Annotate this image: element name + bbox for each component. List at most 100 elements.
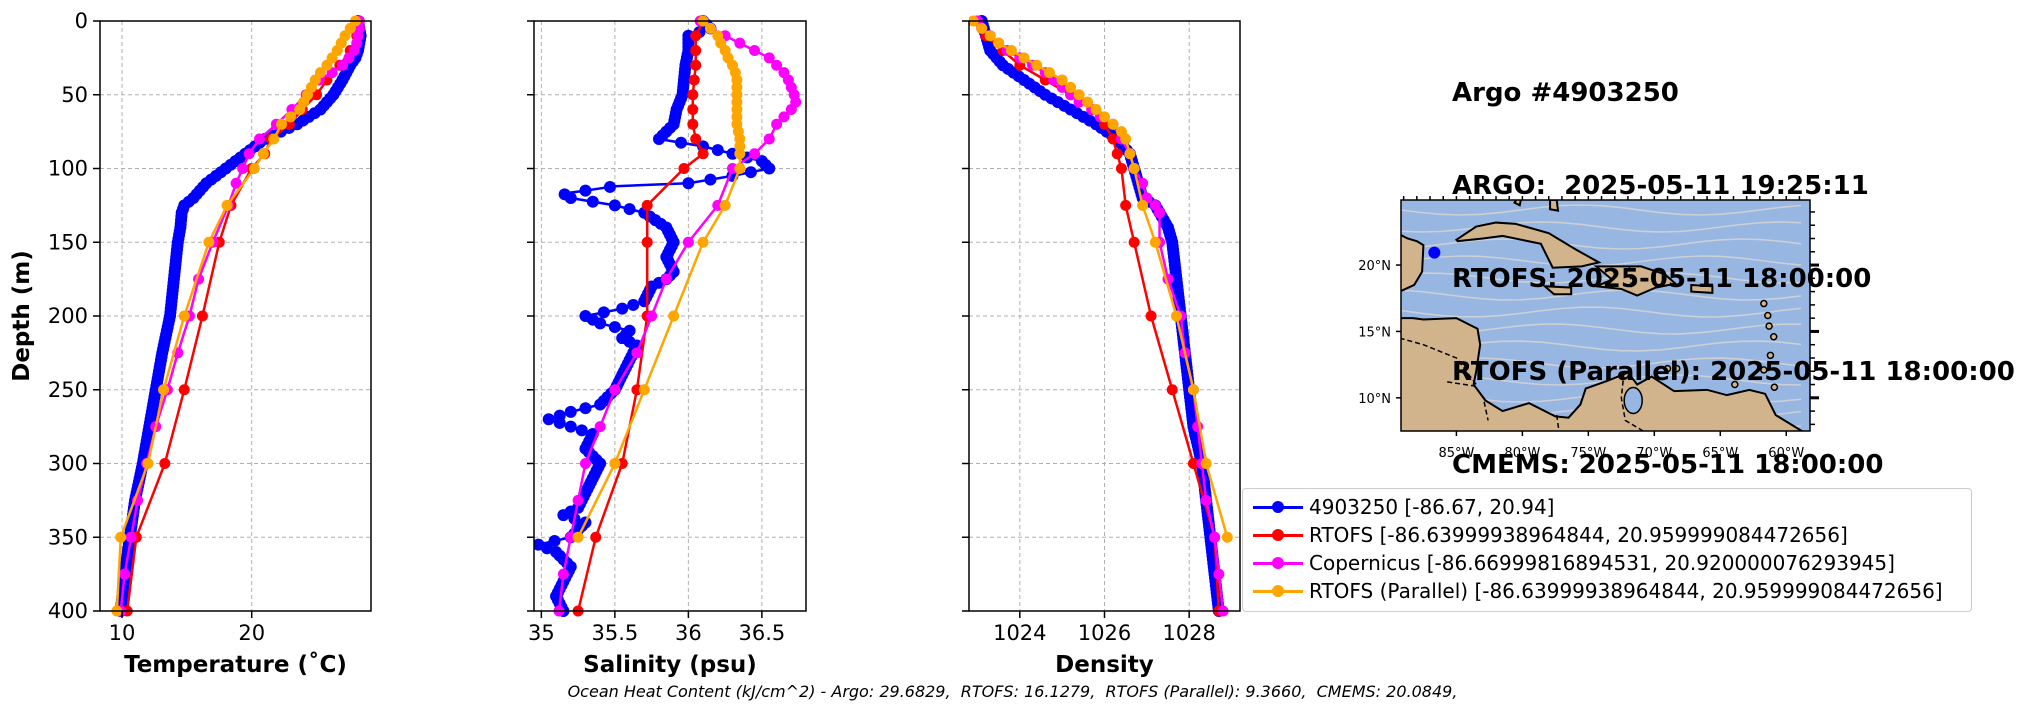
lon-label: 80°W xyxy=(1504,446,1540,461)
data-point-rtofs-parallel xyxy=(1107,118,1119,130)
data-point-rtofs-parallel xyxy=(572,531,584,543)
legend-label-copernicus: Copernicus [-86.66999816894531, 20.92000… xyxy=(1309,551,1895,575)
data-point-copernicus xyxy=(579,458,591,469)
country-border xyxy=(1483,401,1489,421)
florida-land xyxy=(1513,200,1522,207)
data-point-copernicus xyxy=(771,118,783,130)
data-point-rtofs xyxy=(1115,163,1127,174)
data-point-copernicus xyxy=(572,494,584,506)
ocean-heat-content-footer: Ocean Heat Content (kJ/cm^2) - Argo: 29.… xyxy=(567,682,1458,701)
map-frame xyxy=(1400,199,1811,432)
data-point-copernicus xyxy=(119,568,131,580)
data-point-rtofs-parallel xyxy=(203,236,215,248)
x-tick-label: 1028 xyxy=(1162,621,1215,645)
data-point-rtofs xyxy=(1128,236,1140,248)
legend-label-rtofs-parallel: RTOFS (Parallel) [-86.63999938964844, 20… xyxy=(1309,579,1943,603)
inset-map: 20°N 15°N 10°N 85°W 80°W 75°W 70°W 65°W 60°W xyxy=(1358,196,1819,461)
current-streamline xyxy=(1401,221,1802,233)
data-point-rtofs xyxy=(697,148,709,160)
data-point-argo xyxy=(608,199,621,212)
x-tick-label: 20 xyxy=(238,621,265,645)
data-point-copernicus xyxy=(771,59,783,71)
y-axis-label: Depth (m) xyxy=(9,250,35,382)
data-point-copernicus xyxy=(1200,494,1212,506)
current-streamline xyxy=(1401,204,1802,216)
x-tick-label: 1024 xyxy=(993,621,1046,645)
legend: 4903250 [-86.67, 20.94] RTOFS [-86.63999… xyxy=(1242,488,1972,612)
data-point-rtofs-parallel xyxy=(1128,163,1140,174)
data-point-rtofs-parallel xyxy=(115,531,127,543)
data-point-copernicus xyxy=(343,52,355,64)
data-point-copernicus xyxy=(594,421,606,433)
data-point-argo xyxy=(594,398,607,411)
data-point-copernicus xyxy=(125,531,137,543)
data-point-argo xyxy=(540,542,553,555)
data-point-rtofs xyxy=(687,104,699,115)
data-point-copernicus xyxy=(734,37,746,49)
lat-label: 10°N xyxy=(1358,392,1391,407)
data-point-rtofs xyxy=(687,89,699,101)
island xyxy=(1764,311,1772,320)
data-point-argo xyxy=(616,302,629,315)
lon-label: 85°W xyxy=(1438,446,1474,461)
data-point-rtofs xyxy=(1187,458,1199,469)
island xyxy=(1765,322,1773,330)
x-tick-label: 1026 xyxy=(1078,621,1131,645)
current-streamline xyxy=(1401,238,1802,250)
data-point-rtofs xyxy=(687,118,699,130)
data-point-copernicus xyxy=(660,273,672,285)
data-point-copernicus xyxy=(763,133,775,145)
data-point-rtofs-parallel xyxy=(276,118,288,130)
data-point-rtofs-parallel xyxy=(1031,59,1043,71)
data-point-rtofs xyxy=(590,531,602,543)
lat-label: 20°N xyxy=(1358,259,1391,274)
data-point-argo xyxy=(704,173,717,186)
data-point-rtofs-parallel xyxy=(294,104,306,115)
data-point-argo xyxy=(682,177,695,190)
data-point-rtofs-parallel xyxy=(158,384,170,396)
data-point-rtofs xyxy=(690,59,702,71)
current-streamline xyxy=(1401,255,1802,267)
y-tick-label: 50 xyxy=(61,83,88,107)
data-point-argo xyxy=(652,133,665,145)
lon-label: 75°W xyxy=(1570,446,1606,461)
data-point-rtofs-parallel xyxy=(1200,458,1212,469)
data-point-rtofs-parallel xyxy=(1221,531,1233,543)
y-tick-label: 150 xyxy=(48,230,88,254)
lon-label: 60°W xyxy=(1768,446,1804,461)
data-point-copernicus xyxy=(336,59,348,71)
legend-swatch-rtofs-parallel xyxy=(1253,577,1303,605)
island xyxy=(1672,364,1681,373)
data-point-copernicus xyxy=(631,347,643,359)
data-point-copernicus xyxy=(237,163,249,174)
hispaniola-land xyxy=(1593,265,1678,297)
info-rtofs-parallel-time: RTOFS (Parallel): 2025-05-11 18:00:00 xyxy=(1452,357,2015,387)
x-tick-label: 36.5 xyxy=(739,621,786,645)
series-group xyxy=(969,15,1233,617)
series-group xyxy=(534,15,802,617)
island xyxy=(1760,299,1768,308)
country-border xyxy=(1620,372,1645,431)
y-tick-label: 350 xyxy=(48,525,88,549)
data-point-argo xyxy=(627,298,640,311)
data-point-rtofs xyxy=(159,458,171,469)
float-location-marker xyxy=(1428,246,1441,259)
x-tick-label: 35 xyxy=(528,621,555,645)
x-tick-label: 35.5 xyxy=(591,621,638,645)
data-point-rtofs-parallel xyxy=(1099,111,1110,123)
data-point-argo xyxy=(579,184,592,197)
legend-swatch-copernicus xyxy=(1253,549,1303,577)
y-tick-label: 300 xyxy=(48,452,88,476)
x-tick-label: 36 xyxy=(675,621,702,645)
panel-density: 1024 1026 1028 Density xyxy=(962,15,1241,678)
puerto-rico-land xyxy=(1690,283,1714,294)
legend-label-argo: 4903250 [-86.67, 20.94] xyxy=(1309,495,1555,519)
data-point-rtofs-parallel xyxy=(734,148,746,160)
data-point-rtofs xyxy=(1111,148,1123,160)
data-point-rtofs-parallel xyxy=(1065,81,1077,93)
data-point-rtofs-parallel xyxy=(221,199,233,211)
data-point-rtofs-parallel xyxy=(1149,236,1161,248)
data-point-copernicus xyxy=(646,310,658,322)
legend-swatch-argo xyxy=(1253,493,1303,521)
